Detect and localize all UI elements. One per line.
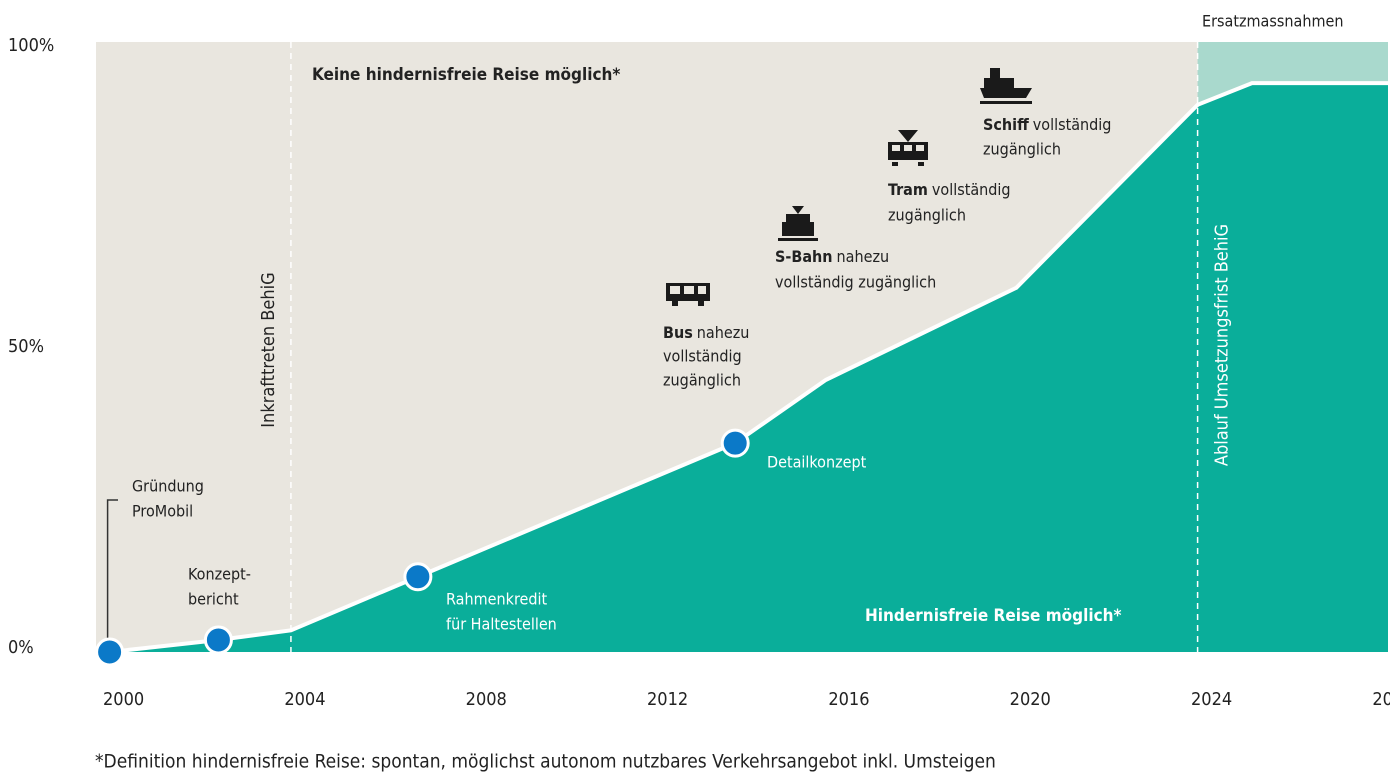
milestone-label: Gründung: [132, 477, 204, 496]
y-tick-label: 0%: [8, 637, 34, 658]
replacement-area: [1197, 42, 1388, 105]
x-tick-label: 2020: [1010, 689, 1051, 710]
annotation: S-Bahn nahezu: [775, 247, 889, 266]
area: [109, 83, 1389, 653]
annotation: vollständig: [663, 347, 742, 366]
annotation-bold: Tram: [888, 180, 928, 199]
annotation: Bus nahezu: [663, 323, 749, 342]
milestone-marker: [403, 562, 433, 592]
x-tick-label: 2028: [1372, 689, 1390, 710]
milestone-label: Detailkonzept: [767, 453, 867, 472]
bus-icon: [666, 283, 710, 306]
replacement-label: Ersatzmassnahmen: [1202, 12, 1343, 31]
vline-label: Inkrafttreten BehiG: [258, 272, 279, 427]
bracket: [106, 499, 118, 638]
x-tick-label: 2000: [103, 689, 144, 710]
vline-label: Ablauf Umsetzungsfrist BehiG: [1212, 224, 1233, 466]
milestone-label: Rahmenkredit: [446, 590, 548, 609]
upper-label: Keine hindernisfreie Reise möglich*: [312, 65, 620, 85]
x-tick-label: 2008: [466, 689, 507, 710]
annotation-bold: S-Bahn: [775, 247, 833, 266]
milestone-label: bericht: [188, 590, 239, 609]
annotation: zugänglich: [983, 140, 1061, 159]
annotation: zugänglich: [663, 371, 741, 390]
annotation-text: vollständig: [1033, 115, 1112, 134]
line: [109, 81, 1388, 654]
annotation: zugänglich: [888, 206, 966, 225]
sbahn-icon: [778, 206, 818, 241]
milestone-marker: [720, 428, 750, 458]
milestone-marker: [95, 637, 125, 667]
milestone-marker: [203, 625, 233, 655]
footnote: *Definition hindernisfreie Reise: sponta…: [95, 751, 996, 773]
annotation-bold: Bus: [663, 323, 693, 342]
ship-icon: [980, 68, 1032, 104]
annotation: Schiff vollständig: [983, 115, 1111, 134]
milestone-label: ProMobil: [132, 502, 193, 521]
y-tick-label: 50%: [8, 336, 44, 357]
x-tick-label: 2024: [1191, 689, 1232, 710]
annotation: Tram vollständig: [888, 180, 1011, 199]
milestone-label: Konzept-: [188, 565, 251, 584]
annotation-text: nahezu: [837, 247, 890, 266]
y-tick-label: 100%: [8, 35, 54, 56]
annotation-text: nahezu: [697, 323, 750, 342]
annotation-text: vollständig: [932, 180, 1011, 199]
annotation-bold: Schiff: [983, 115, 1029, 134]
milestone-label: für Haltestellen: [446, 615, 557, 634]
lower-label: Hindernisfreie Reise möglich*: [865, 606, 1122, 626]
x-tick-label: 2016: [828, 689, 869, 710]
annotation: vollständig zugänglich: [775, 273, 936, 292]
x-tick-label: 2004: [284, 689, 325, 710]
tram-icon: [888, 130, 928, 166]
x-tick-label: 2012: [647, 689, 688, 710]
